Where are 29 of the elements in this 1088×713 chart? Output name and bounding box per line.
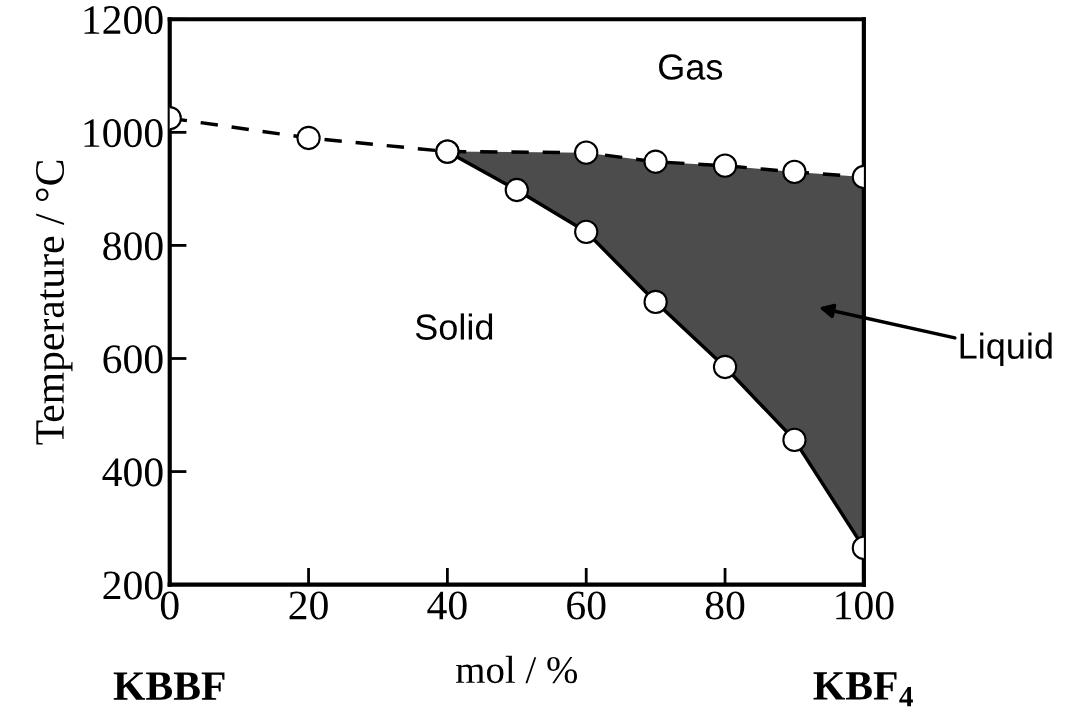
point (712, 153, 738, 178)
point (712, 354, 738, 380)
point (643, 289, 668, 315)
annotation: Gas (659, 54, 723, 80)
text: Liquid (960, 332, 1052, 367)
point (296, 125, 321, 151)
text: KBBF (113, 672, 225, 700)
x-tick-label: 20 (289, 591, 328, 620)
point (574, 219, 599, 244)
text: KBF$_{4}$ (813, 672, 913, 707)
y-tick-label: 400 (102, 458, 163, 487)
point (574, 140, 599, 165)
x-tick-label: 100 (836, 591, 894, 620)
x-tick-label: 40 (427, 591, 467, 620)
annotation: Solid (415, 313, 493, 340)
x-tick-label: 80 (705, 591, 745, 620)
point (782, 159, 807, 185)
y-tick-label: 600 (103, 345, 163, 374)
x-tick-label: 60 (567, 591, 606, 620)
x-tick-label: 0 (160, 591, 179, 620)
point (643, 149, 668, 174)
y-tick-label: 200 (103, 571, 163, 600)
point (782, 427, 807, 453)
y-axis-title: Temperature / °C (35, 160, 73, 445)
y-tick-label: 1200 (84, 6, 163, 35)
y-tick-label: 800 (103, 232, 163, 261)
x-axis-title: mol / % (456, 655, 578, 684)
y-tick-label: 1000 (84, 119, 163, 148)
point (504, 177, 529, 203)
